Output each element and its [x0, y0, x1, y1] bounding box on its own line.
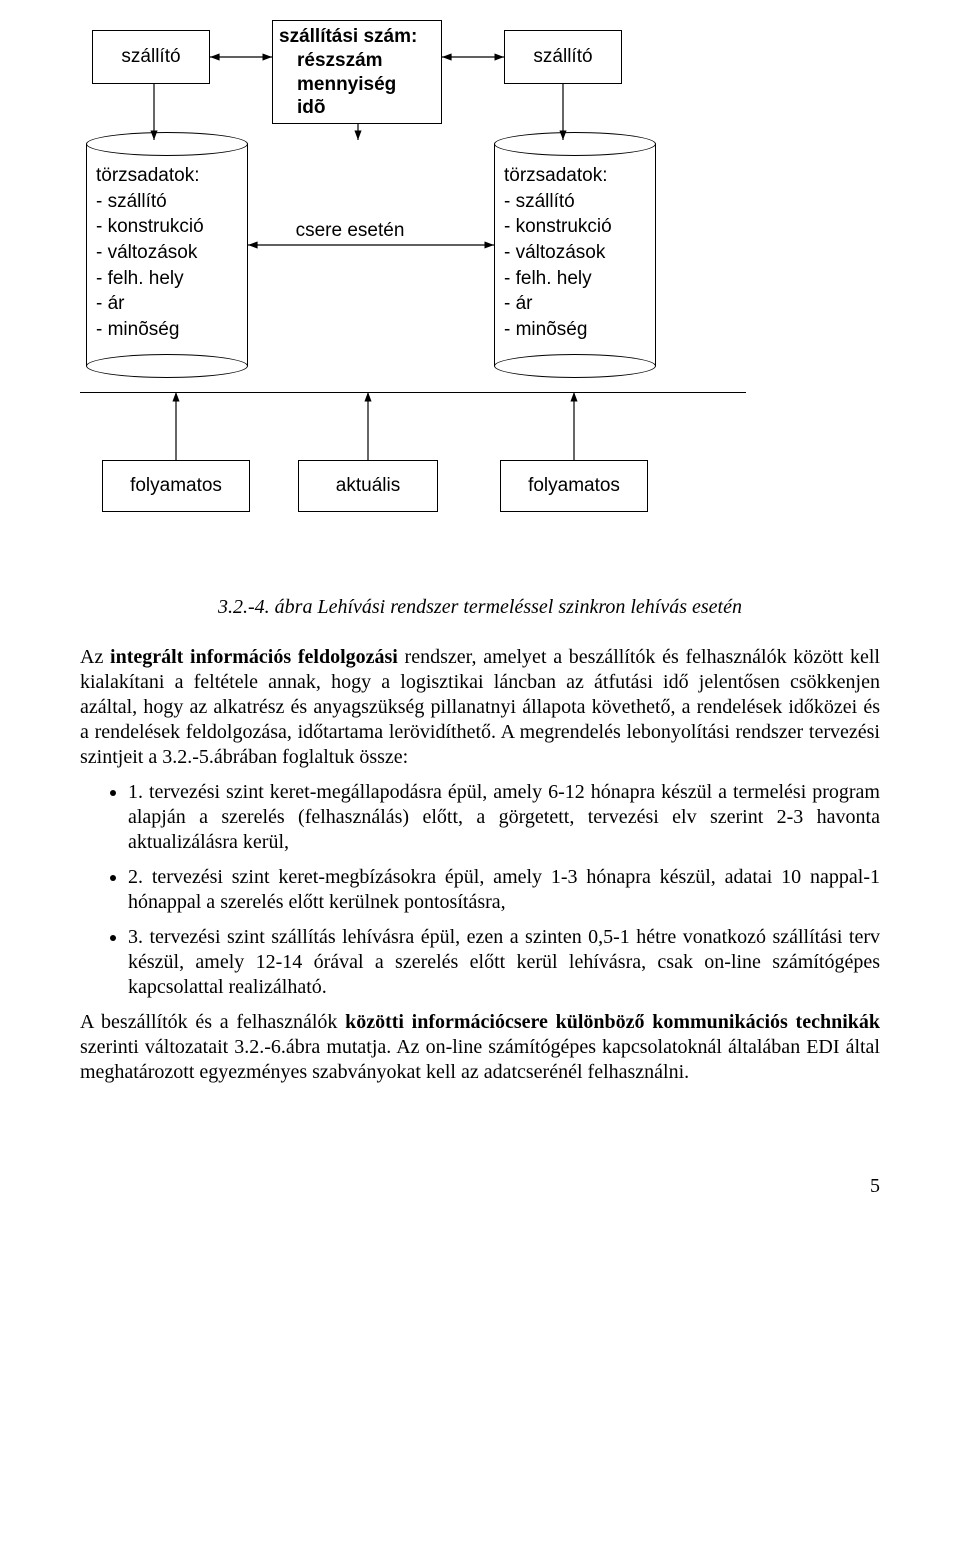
list-item: 2. tervezési szint keret-megbízásokra ép…	[128, 865, 880, 915]
paragraph-1: Az integrált információs feldolgozási re…	[80, 645, 880, 770]
page-number: 5	[80, 1175, 880, 1198]
figure-caption: 3.2.-4. ábra Lehívási rendszer termeléss…	[80, 596, 880, 619]
bullet-list: 1. tervezési szint keret-megállapodásra …	[80, 780, 880, 1000]
paragraph-2: A beszállítók és a felhasználók közötti …	[80, 1010, 880, 1085]
list-item: 1. tervezési szint keret-megállapodásra …	[128, 780, 880, 855]
list-item: 3. tervezési szint szállítás lehívásra é…	[128, 925, 880, 1000]
diagram-arrows	[80, 20, 880, 580]
diagram: szállító szállítási szám: részszám menny…	[80, 20, 880, 580]
